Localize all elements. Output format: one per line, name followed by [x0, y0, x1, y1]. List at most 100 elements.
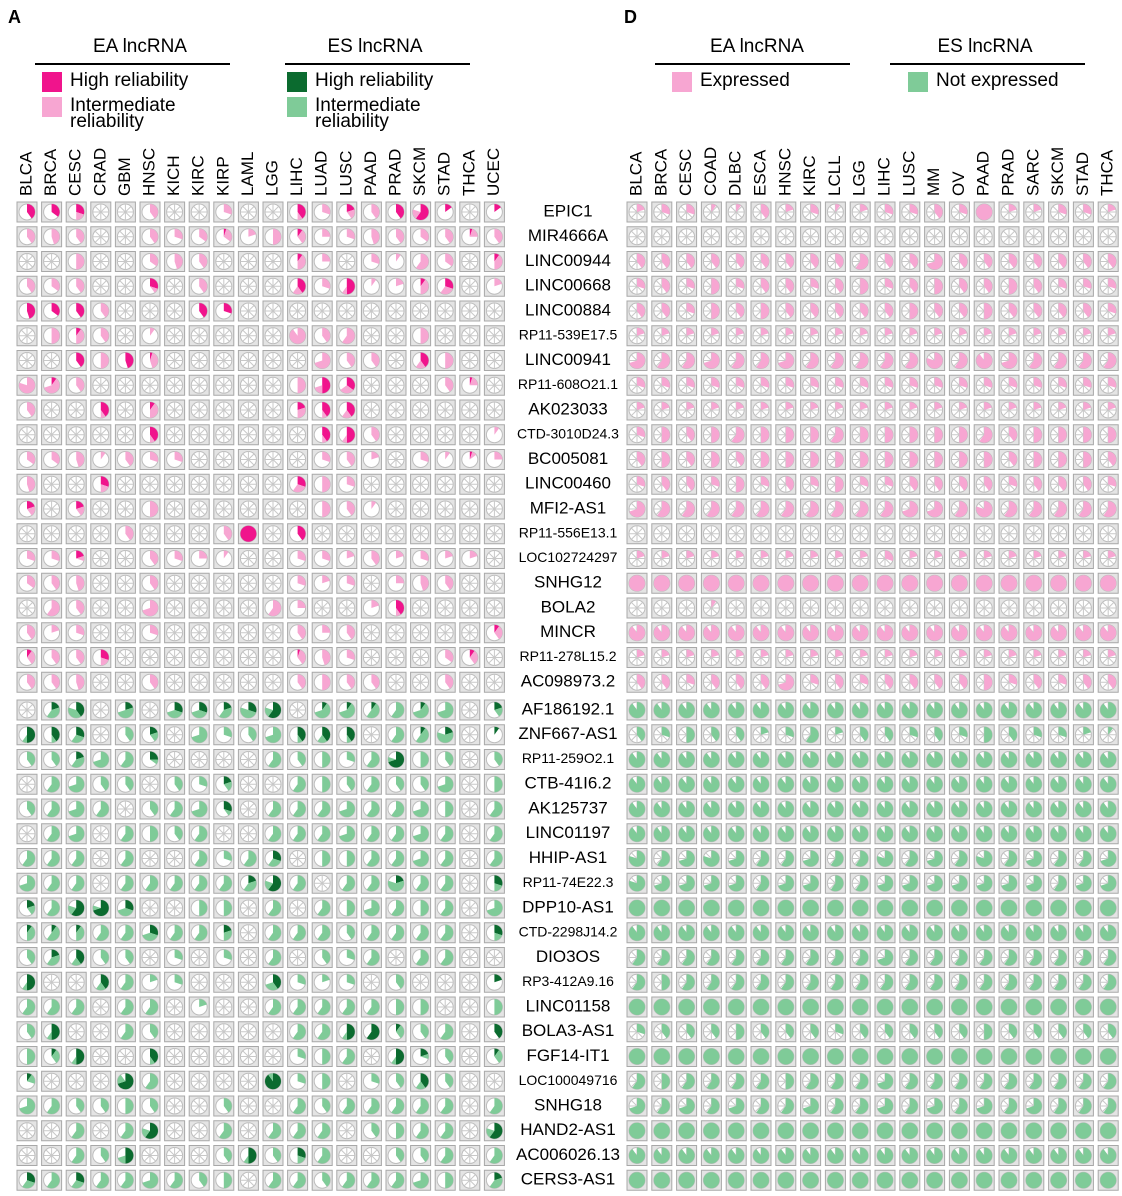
cell	[237, 548, 259, 569]
spoke	[143, 310, 151, 318]
cell	[65, 848, 87, 869]
cell	[139, 548, 161, 569]
pie-slice	[440, 286, 453, 295]
cell	[385, 473, 407, 495]
cell	[262, 773, 284, 795]
cell	[213, 572, 235, 594]
cell	[114, 996, 136, 1018]
cell	[213, 848, 235, 869]
cell	[287, 275, 309, 297]
cell	[188, 350, 210, 371]
cell	[385, 498, 407, 520]
cell	[164, 201, 186, 223]
cell	[287, 897, 309, 919]
cell	[188, 498, 210, 520]
spoke	[45, 255, 52, 262]
cell	[410, 872, 432, 894]
cell	[90, 1046, 112, 1067]
column-label: LUSC	[336, 151, 355, 196]
cell	[410, 374, 432, 396]
spoke	[94, 261, 102, 268]
cell	[188, 947, 210, 968]
cell	[385, 449, 407, 470]
pie-slice	[420, 279, 429, 295]
cell	[336, 773, 358, 795]
row-label: DPP10-AS1	[522, 897, 614, 916]
column-label: UCEC	[484, 148, 503, 196]
cell	[287, 201, 309, 223]
cell	[483, 275, 505, 297]
cell	[434, 424, 456, 446]
cell	[287, 671, 309, 693]
cell	[114, 548, 136, 569]
cell	[139, 671, 161, 693]
spoke	[174, 211, 181, 219]
spoke	[51, 261, 58, 268]
cell	[360, 251, 382, 272]
column-label: SKCM	[410, 147, 429, 196]
row-label: MIR4666A	[528, 226, 609, 245]
cell	[65, 399, 87, 421]
spoke	[119, 310, 126, 318]
cell	[360, 922, 382, 944]
spoke	[125, 261, 132, 268]
spoke	[223, 261, 230, 268]
cell	[385, 201, 407, 223]
cell	[336, 848, 358, 869]
spoke	[242, 205, 249, 213]
row-label: RP11-608O21.1	[518, 376, 618, 392]
spoke	[266, 211, 274, 219]
pie-slice	[469, 228, 473, 237]
cell	[360, 325, 382, 347]
spoke	[193, 211, 200, 219]
cell	[287, 773, 309, 795]
cell	[65, 498, 87, 520]
cell	[139, 848, 161, 869]
cell	[262, 226, 284, 248]
pie-slice	[273, 228, 281, 245]
cell	[287, 374, 309, 396]
cell	[213, 823, 235, 845]
cell	[65, 699, 87, 721]
cell	[483, 699, 505, 721]
spoke	[20, 261, 28, 268]
spoke	[266, 280, 274, 287]
pie-slice	[150, 204, 159, 219]
cell	[459, 424, 481, 446]
cell	[213, 226, 235, 248]
cell	[483, 872, 505, 894]
cell	[237, 350, 259, 371]
cell	[262, 251, 284, 272]
cell	[164, 226, 186, 248]
spoke	[242, 285, 249, 293]
pie-slice	[51, 204, 60, 217]
cell	[213, 773, 235, 795]
cell	[41, 424, 63, 446]
cell	[483, 798, 505, 820]
spoke	[266, 261, 274, 268]
cell	[311, 523, 333, 545]
cell	[360, 498, 382, 520]
cell	[483, 724, 505, 746]
cell	[164, 523, 186, 545]
cell	[336, 424, 358, 446]
cell	[287, 823, 309, 845]
pie-slice	[322, 228, 331, 237]
cell	[434, 848, 456, 869]
pie-slice	[346, 278, 355, 295]
cell	[385, 724, 407, 746]
column-label: LIHC	[287, 157, 306, 196]
cell	[336, 350, 358, 371]
pie-slice	[469, 229, 478, 237]
cell	[434, 947, 456, 968]
cell	[336, 823, 358, 845]
cell	[164, 1021, 186, 1043]
spoke	[242, 280, 249, 287]
cell	[114, 1021, 136, 1043]
pie-slice	[322, 278, 331, 289]
spoke	[217, 280, 225, 287]
cell	[16, 749, 38, 770]
row-label: EPIC1	[543, 201, 592, 220]
spoke	[119, 211, 126, 219]
cell	[287, 473, 309, 495]
